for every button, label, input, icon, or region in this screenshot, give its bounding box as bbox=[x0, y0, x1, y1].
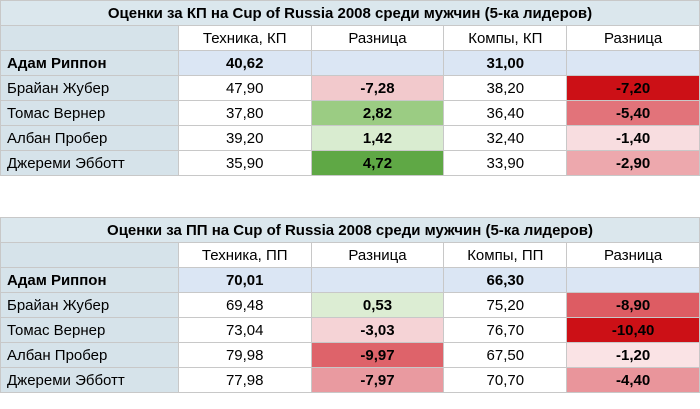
comp-score: 76,70 bbox=[443, 317, 568, 343]
tech-score: 47,90 bbox=[177, 75, 312, 101]
tech-diff: -9,97 bbox=[310, 342, 445, 368]
table-row: Джереми Эбботт 77,98 -7,97 70,70 -4,40 bbox=[0, 367, 700, 393]
tech-score: 35,90 bbox=[177, 150, 312, 176]
comp-diff: -4,40 bbox=[566, 367, 700, 393]
skater-name: Албан Пробер bbox=[0, 342, 179, 368]
comp-diff: -8,90 bbox=[566, 292, 700, 318]
comp-diff: -1,20 bbox=[566, 342, 700, 368]
short-program-scores-table: Оценки за КП на Cup of Russia 2008 среди… bbox=[0, 0, 700, 176]
leader-comp: 31,00 bbox=[443, 50, 568, 76]
tech-diff: -3,03 bbox=[310, 317, 445, 343]
table-title: Оценки за ПП на Cup of Russia 2008 среди… bbox=[0, 217, 700, 243]
tech-diff: 2,82 bbox=[310, 100, 445, 126]
free-program-scores-table: Оценки за ПП на Cup of Russia 2008 среди… bbox=[0, 217, 700, 393]
table-row: Брайан Жубер 47,90 -7,28 38,20 -7,20 bbox=[0, 75, 700, 101]
comp-diff: -7,20 bbox=[566, 75, 700, 101]
header-tech: Техника, ПП bbox=[177, 242, 312, 268]
table-row: Албан Пробер 79,98 -9,97 67,50 -1,20 bbox=[0, 342, 700, 368]
skater-name: Албан Пробер bbox=[0, 125, 179, 151]
header-comp-diff: Разница bbox=[566, 242, 700, 268]
comp-diff: -5,40 bbox=[566, 100, 700, 126]
comp-diff: -2,90 bbox=[566, 150, 700, 176]
header-tech-diff: Разница bbox=[310, 25, 445, 51]
tech-score: 79,98 bbox=[177, 342, 312, 368]
leader-tech-diff bbox=[310, 50, 445, 76]
table-separator bbox=[0, 196, 700, 217]
tech-score: 73,04 bbox=[177, 317, 312, 343]
skater-name: Брайан Жубер bbox=[0, 75, 179, 101]
leader-comp-diff bbox=[566, 50, 700, 76]
comp-score: 36,40 bbox=[443, 100, 568, 126]
table-row: Брайан Жубер 69,48 0,53 75,20 -8,90 bbox=[0, 292, 700, 318]
comp-diff: -10,40 bbox=[566, 317, 700, 343]
skater-name: Джереми Эбботт bbox=[0, 367, 179, 393]
table-row: Томас Вернер 37,80 2,82 36,40 -5,40 bbox=[0, 100, 700, 126]
tech-score: 77,98 bbox=[177, 367, 312, 393]
header-tech-diff: Разница bbox=[310, 242, 445, 268]
leader-row: Адам Риппон 70,01 66,30 bbox=[0, 267, 700, 293]
skater-name: Брайан Жубер bbox=[0, 292, 179, 318]
table-row: Томас Вернер 73,04 -3,03 76,70 -10,40 bbox=[0, 317, 700, 343]
tech-score: 69,48 bbox=[177, 292, 312, 318]
comp-score: 33,90 bbox=[443, 150, 568, 176]
leader-tech: 40,62 bbox=[177, 50, 312, 76]
header-corner bbox=[0, 242, 179, 268]
tech-diff: 0,53 bbox=[310, 292, 445, 318]
comp-score: 75,20 bbox=[443, 292, 568, 318]
comp-score: 70,70 bbox=[443, 367, 568, 393]
leader-row: Адам Риппон 40,62 31,00 bbox=[0, 50, 700, 76]
tech-score: 39,20 bbox=[177, 125, 312, 151]
comp-score: 67,50 bbox=[443, 342, 568, 368]
tech-diff: 1,42 bbox=[310, 125, 445, 151]
skater-name: Томас Вернер bbox=[0, 317, 179, 343]
table-row: Джереми Эбботт 35,90 4,72 33,90 -2,90 bbox=[0, 150, 700, 176]
header-comp: Компы, ПП bbox=[443, 242, 568, 268]
table-row: Албан Пробер 39,20 1,42 32,40 -1,40 bbox=[0, 125, 700, 151]
header-tech: Техника, КП bbox=[177, 25, 312, 51]
table-title: Оценки за КП на Cup of Russia 2008 среди… bbox=[0, 0, 700, 26]
leader-tech: 70,01 bbox=[177, 267, 312, 293]
header-comp-diff: Разница bbox=[566, 25, 700, 51]
leader-comp-diff bbox=[566, 267, 700, 293]
leader-tech-diff bbox=[310, 267, 445, 293]
tech-score: 37,80 bbox=[177, 100, 312, 126]
skater-name: Джереми Эбботт bbox=[0, 150, 179, 176]
tech-diff: -7,28 bbox=[310, 75, 445, 101]
comp-score: 38,20 bbox=[443, 75, 568, 101]
tech-diff: -7,97 bbox=[310, 367, 445, 393]
leader-comp: 66,30 bbox=[443, 267, 568, 293]
header-comp: Компы, КП bbox=[443, 25, 568, 51]
comp-diff: -1,40 bbox=[566, 125, 700, 151]
tech-diff: 4,72 bbox=[310, 150, 445, 176]
skater-name: Томас Вернер bbox=[0, 100, 179, 126]
leader-name: Адам Риппон bbox=[0, 267, 179, 293]
header-corner bbox=[0, 25, 179, 51]
comp-score: 32,40 bbox=[443, 125, 568, 151]
leader-name: Адам Риппон bbox=[0, 50, 179, 76]
